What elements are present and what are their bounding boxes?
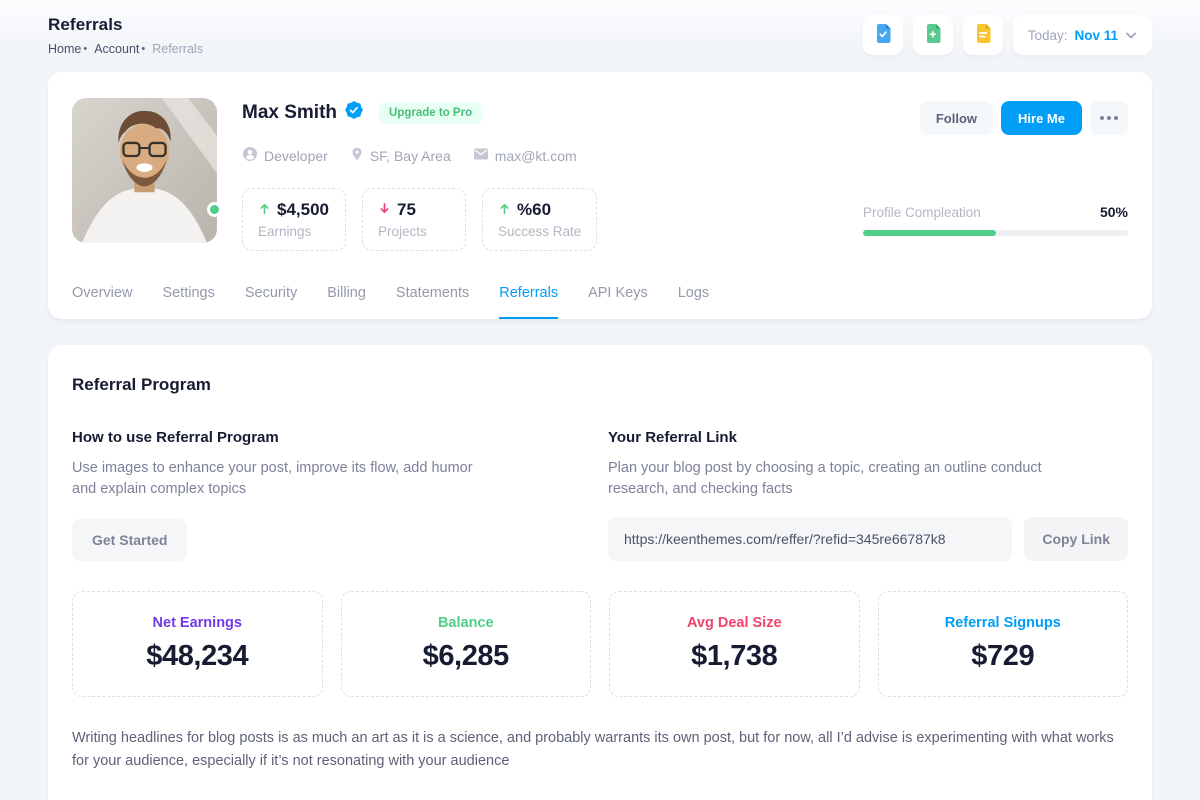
stat-value: $4,500	[277, 200, 329, 219]
online-status-dot	[207, 202, 222, 217]
referral-stat-label: Net Earnings	[152, 615, 242, 632]
stat-label: Success Rate	[498, 224, 582, 239]
file-plus-icon	[924, 23, 942, 47]
date-picker-button[interactable]: Today: Nov 11	[1012, 15, 1152, 55]
referral-stats: Net Earnings $48,234 Balance $6,285 Avg …	[72, 591, 1128, 698]
stat-projects: 75 Projects	[362, 188, 466, 251]
profile-location: SF, Bay Area	[350, 146, 451, 165]
referral-stat-value: $729	[971, 640, 1035, 673]
breadcrumb-account[interactable]: Account	[94, 42, 140, 56]
tab-referrals[interactable]: Referrals	[499, 275, 559, 319]
upgrade-pro-badge[interactable]: Upgrade to Pro	[379, 101, 483, 124]
referral-signups-card: Referral Signups $729	[877, 591, 1128, 698]
user-icon	[242, 146, 258, 165]
profile-completion-fill	[863, 230, 996, 236]
profile-role: Developer	[242, 146, 328, 165]
tab-security[interactable]: Security	[244, 285, 298, 301]
date-value: Nov 11	[1074, 27, 1118, 43]
toolbar-left: Referrals Home • Account • Referrals	[48, 15, 203, 56]
referral-program-card: Referral Program How to use Referral Pro…	[48, 345, 1152, 800]
profile-completion: Profile Compleation 50%	[863, 204, 1128, 236]
file-check-icon	[874, 23, 892, 47]
date-label: Today:	[1027, 27, 1068, 43]
how-to-section: How to use Referral Program Use images t…	[72, 429, 532, 562]
referral-program-title: Referral Program	[72, 375, 211, 394]
avatar	[72, 98, 222, 243]
file-lines-button[interactable]	[962, 15, 1003, 55]
how-to-heading: How to use Referral Program	[72, 429, 279, 446]
profile-tabs: Overview Settings Security Billing State…	[72, 275, 1128, 319]
stat-label: Projects	[378, 224, 427, 239]
referral-stat-value: $1,738	[691, 640, 778, 673]
tab-logs[interactable]: Logs	[677, 285, 710, 301]
profile-email: max@kt.com	[473, 147, 577, 164]
referral-stat-value: $48,234	[146, 640, 249, 673]
referral-note: Writing headlines for blog posts is as m…	[72, 730, 1114, 769]
mail-icon	[473, 147, 489, 164]
referral-stat-label: Referral Signups	[944, 615, 1061, 632]
referral-link-input[interactable]: https://keenthemes.com/reffer/?refid=345…	[608, 517, 1013, 562]
profile-card: Max Smith Upgrade to Pro Follow Hire Me	[48, 72, 1152, 319]
tab-api-keys[interactable]: API Keys	[588, 285, 648, 301]
breadcrumb-separator: •	[83, 43, 88, 55]
file-lines-icon	[974, 23, 992, 47]
breadcrumb-separator: •	[141, 43, 146, 55]
balance-card: Balance $6,285	[340, 591, 591, 698]
referral-stat-value: $6,285	[422, 640, 510, 673]
referral-link-section: Your Referral Link Plan your blog post b…	[608, 429, 1128, 562]
get-started-button[interactable]: Get Started	[72, 519, 188, 562]
stat-label: Earnings	[258, 224, 312, 239]
more-horizontal-icon	[1100, 116, 1104, 120]
completion-label: Profile Compleation	[863, 204, 981, 220]
stat-earnings: $4,500 Earnings	[242, 188, 346, 251]
net-earnings-card: Net Earnings $48,234	[72, 591, 323, 698]
file-plus-button[interactable]	[912, 15, 953, 55]
breadcrumb-home[interactable]: Home	[48, 42, 82, 56]
referral-link-body: Plan your blog post by choosing a topic,…	[608, 460, 1042, 497]
follow-button[interactable]: Follow	[919, 101, 994, 135]
profile-meta: Developer SF, Bay Area max@kt.com	[242, 146, 1128, 165]
tab-billing[interactable]: Billing	[327, 285, 366, 301]
arrow-up-icon	[498, 200, 511, 220]
breadcrumb-current: Referrals	[152, 42, 203, 56]
chevron-down-icon	[1125, 28, 1137, 43]
copy-link-button[interactable]: Copy Link	[1024, 517, 1128, 562]
completion-percent: 50%	[1099, 204, 1128, 220]
referral-link-heading: Your Referral Link	[608, 429, 737, 446]
tab-settings[interactable]: Settings	[162, 285, 215, 301]
file-check-button[interactable]	[862, 15, 903, 55]
verified-badge-icon	[345, 101, 364, 124]
referral-stat-label: Balance	[437, 615, 494, 632]
more-options-button[interactable]	[1090, 101, 1128, 135]
page-title: Referrals	[48, 15, 123, 34]
profile-name: Max Smith	[242, 101, 338, 123]
how-to-body: Use images to enhance your post, improve…	[72, 460, 473, 497]
avg-deal-size-card: Avg Deal Size $1,738	[609, 591, 860, 698]
toolbar: Referrals Home • Account • Referrals Tod…	[0, 0, 1200, 56]
arrow-up-icon	[258, 200, 271, 220]
avatar-photo	[72, 98, 217, 243]
arrow-down-icon	[378, 200, 391, 220]
toolbar-actions: Today: Nov 11	[862, 15, 1152, 55]
location-pin-icon	[350, 146, 364, 165]
referral-stat-label: Avg Deal Size	[686, 615, 782, 632]
profile-stats: $4,500 Earnings 75 Projects	[242, 188, 598, 251]
hire-me-button[interactable]: Hire Me	[1001, 101, 1082, 135]
stat-value: 75	[397, 200, 416, 219]
tab-statements[interactable]: Statements	[395, 285, 470, 301]
completion-progress-track	[863, 230, 1128, 236]
tab-overview[interactable]: Overview	[72, 285, 133, 301]
stat-success-rate: %60 Success Rate	[482, 188, 598, 251]
stat-value: %60	[517, 200, 552, 219]
breadcrumb: Home • Account • Referrals	[48, 42, 203, 56]
